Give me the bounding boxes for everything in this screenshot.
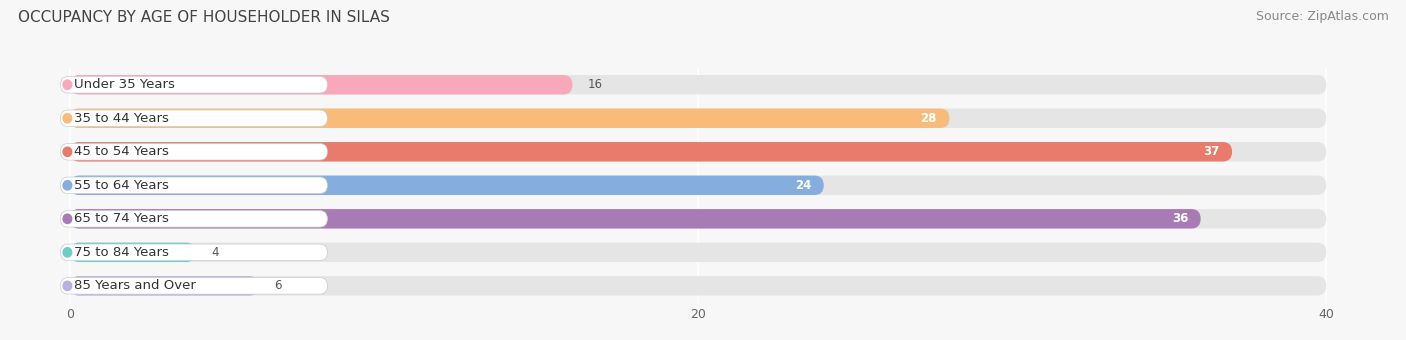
Text: Under 35 Years: Under 35 Years [75,78,174,91]
FancyBboxPatch shape [70,175,824,195]
Circle shape [62,147,73,157]
FancyBboxPatch shape [70,276,1326,295]
FancyBboxPatch shape [60,277,328,294]
FancyBboxPatch shape [60,210,328,227]
FancyBboxPatch shape [70,108,1326,128]
Circle shape [62,180,73,191]
Text: 75 to 84 Years: 75 to 84 Years [75,246,169,259]
Circle shape [62,113,73,124]
FancyBboxPatch shape [60,76,328,93]
Text: 36: 36 [1171,212,1188,225]
Circle shape [62,214,73,224]
Text: 45 to 54 Years: 45 to 54 Years [75,145,169,158]
FancyBboxPatch shape [70,75,572,95]
FancyBboxPatch shape [60,244,328,260]
Text: 16: 16 [588,78,603,91]
FancyBboxPatch shape [70,276,259,295]
FancyBboxPatch shape [70,142,1326,162]
FancyBboxPatch shape [60,143,328,160]
Circle shape [62,79,73,90]
Text: Source: ZipAtlas.com: Source: ZipAtlas.com [1256,10,1389,23]
Text: 6: 6 [274,279,281,292]
FancyBboxPatch shape [70,243,1326,262]
Text: 24: 24 [794,179,811,192]
Text: 65 to 74 Years: 65 to 74 Years [75,212,169,225]
Circle shape [62,280,73,291]
FancyBboxPatch shape [70,108,949,128]
Text: 28: 28 [921,112,936,125]
FancyBboxPatch shape [70,75,1326,95]
FancyBboxPatch shape [60,177,328,193]
FancyBboxPatch shape [70,142,1232,162]
FancyBboxPatch shape [70,209,1326,228]
Text: 4: 4 [211,246,219,259]
Text: 35 to 44 Years: 35 to 44 Years [75,112,169,125]
FancyBboxPatch shape [60,110,328,126]
Text: 85 Years and Over: 85 Years and Over [75,279,195,292]
Circle shape [62,247,73,258]
Text: 55 to 64 Years: 55 to 64 Years [75,179,169,192]
Text: 37: 37 [1204,145,1219,158]
FancyBboxPatch shape [70,175,1326,195]
Text: OCCUPANCY BY AGE OF HOUSEHOLDER IN SILAS: OCCUPANCY BY AGE OF HOUSEHOLDER IN SILAS [18,10,389,25]
FancyBboxPatch shape [70,209,1201,228]
FancyBboxPatch shape [70,243,195,262]
